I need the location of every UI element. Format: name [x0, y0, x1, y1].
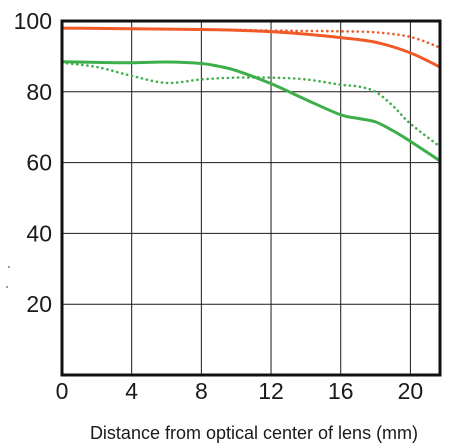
grid-lines [62, 21, 440, 375]
x-tick-label: 12 [258, 378, 284, 404]
x-tick-label: 8 [195, 378, 208, 404]
x-axis-title: Distance from optical center of lens (mm… [90, 423, 418, 443]
y-tick-label: 80 [26, 79, 52, 105]
x-tick-label: 0 [56, 378, 69, 404]
series-line-4 [60, 61, 442, 148]
x-axis-tick-labels: 0 4 8 12 16 20 [56, 378, 424, 404]
x-tick-label: 20 [398, 378, 424, 404]
y-tick-label: 40 [26, 220, 52, 246]
y-axis-tick-labels: 20 40 60 80 100 [14, 8, 52, 317]
data-series [60, 26, 442, 163]
y-tick-label: 20 [26, 291, 52, 317]
plot-area-frame [60, 19, 442, 377]
x-tick-label: 4 [125, 378, 138, 404]
series-line-2 [60, 26, 442, 49]
y-tick-label: 60 [26, 150, 52, 176]
series-line-3 [60, 60, 442, 163]
y-tick-label: 100 [14, 8, 52, 34]
stray-mark [6, 286, 8, 288]
stray-mark [8, 266, 10, 268]
x-tick-label: 16 [328, 378, 354, 404]
